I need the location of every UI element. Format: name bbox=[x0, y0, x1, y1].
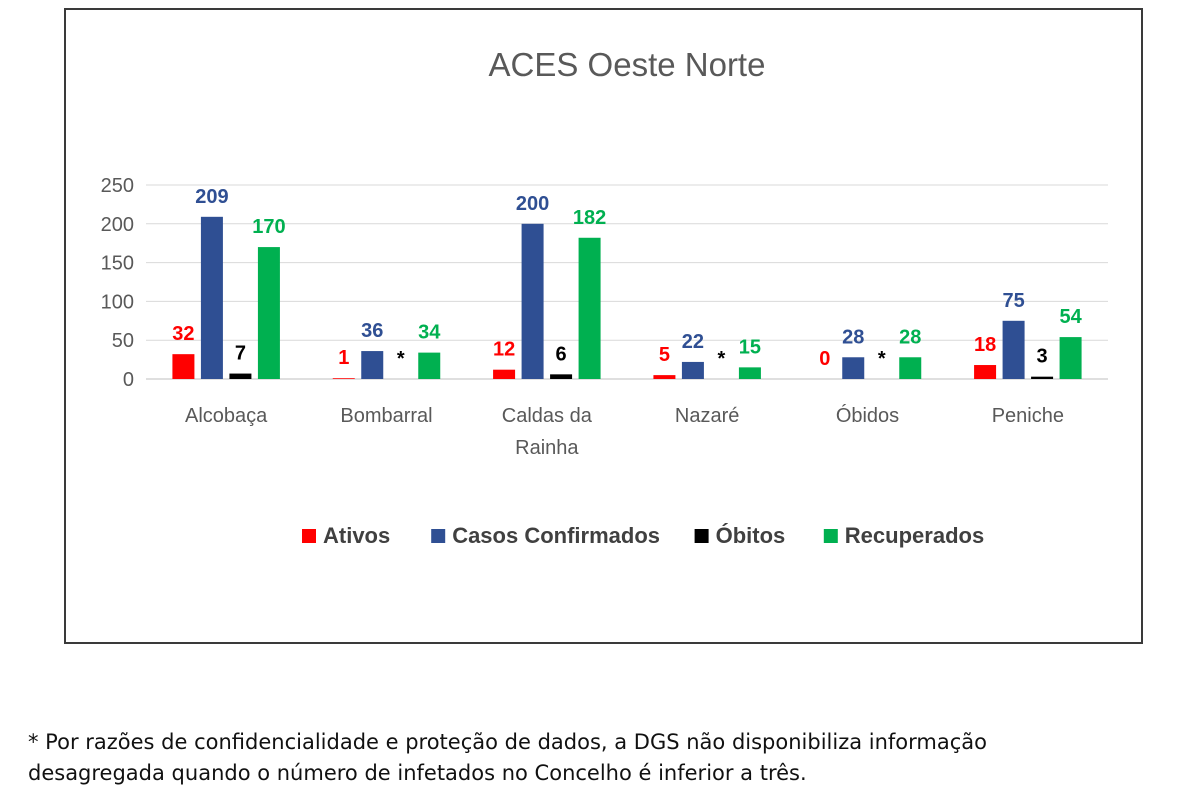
bar bbox=[200, 216, 223, 379]
x-category-label: Óbidos bbox=[836, 404, 899, 427]
chart-title: ACES Oeste Norte bbox=[489, 46, 766, 83]
data-label: 3 bbox=[1037, 346, 1048, 368]
x-category-label: Nazaré bbox=[675, 405, 739, 427]
y-tick-label: 250 bbox=[101, 175, 134, 197]
bar bbox=[842, 357, 865, 379]
legend-swatch bbox=[823, 529, 838, 543]
legend-swatch bbox=[431, 529, 446, 543]
x-category-label: Rainha bbox=[515, 437, 579, 459]
data-label: 182 bbox=[573, 207, 606, 229]
data-label: 18 bbox=[974, 334, 996, 356]
legend-label: Recuperados bbox=[845, 523, 984, 548]
bar bbox=[1059, 337, 1082, 379]
y-tick-label: 50 bbox=[112, 330, 134, 352]
y-tick-label: 150 bbox=[101, 253, 134, 275]
legend-label: Óbitos bbox=[716, 523, 786, 548]
data-label: 15 bbox=[739, 336, 761, 358]
bar bbox=[361, 351, 384, 379]
bar bbox=[974, 365, 997, 379]
footnote-line-2: desagregada quando o número de infetados… bbox=[28, 761, 807, 785]
footnote: * Por razões de confidencialidade e prot… bbox=[28, 727, 1188, 789]
bar bbox=[653, 375, 676, 379]
legend-swatch bbox=[302, 529, 316, 543]
data-label: 5 bbox=[659, 344, 670, 366]
data-label: 75 bbox=[1002, 290, 1024, 312]
data-label: 200 bbox=[516, 193, 549, 215]
bar bbox=[681, 361, 704, 379]
y-tick-label: 100 bbox=[101, 291, 134, 313]
data-label: 34 bbox=[418, 322, 441, 344]
chart-svg: ACES Oeste Norte050100150200250322097170… bbox=[101, 46, 1108, 548]
x-category-label: Alcobaça bbox=[185, 405, 268, 427]
bar bbox=[1031, 376, 1054, 379]
bar bbox=[493, 369, 516, 379]
data-label: * bbox=[397, 348, 405, 370]
data-label: * bbox=[878, 348, 886, 370]
data-label: 54 bbox=[1059, 306, 1082, 328]
data-label: 12 bbox=[493, 339, 515, 361]
bar bbox=[332, 378, 355, 379]
bar bbox=[1002, 320, 1025, 379]
data-label: 32 bbox=[172, 323, 194, 345]
x-category-label: Caldas da bbox=[502, 405, 593, 427]
data-label: 36 bbox=[361, 320, 383, 342]
data-label: 7 bbox=[235, 343, 246, 365]
data-label: * bbox=[718, 348, 726, 370]
data-label: 28 bbox=[842, 326, 864, 348]
bar bbox=[899, 357, 922, 379]
footnote-line-1: * Por razões de confidencialidade e prot… bbox=[28, 730, 988, 754]
x-category-label: Bombarral bbox=[340, 405, 432, 427]
data-label: 6 bbox=[556, 343, 567, 365]
data-label: 28 bbox=[899, 326, 921, 348]
data-label: 22 bbox=[682, 331, 704, 353]
data-label: 209 bbox=[195, 186, 228, 208]
bar bbox=[418, 352, 441, 379]
legend-label: Casos Confirmados bbox=[452, 523, 660, 548]
bar bbox=[550, 374, 573, 379]
data-label: 0 bbox=[819, 348, 830, 370]
y-tick-label: 0 bbox=[123, 369, 134, 391]
data-label: 1 bbox=[338, 347, 349, 369]
bar bbox=[257, 247, 280, 379]
legend-label: Ativos bbox=[323, 523, 390, 548]
x-category-label: Peniche bbox=[992, 405, 1064, 427]
bar bbox=[521, 223, 544, 379]
chart-frame: ACES Oeste Norte 0 50 100 150 200 250 32 209 7 170… bbox=[64, 8, 1143, 644]
y-tick-label: 200 bbox=[101, 214, 134, 236]
bar bbox=[738, 367, 761, 379]
bar bbox=[172, 354, 195, 379]
bar bbox=[578, 237, 601, 379]
data-label: 170 bbox=[252, 216, 285, 238]
legend-swatch bbox=[694, 529, 709, 543]
bar bbox=[229, 373, 252, 379]
